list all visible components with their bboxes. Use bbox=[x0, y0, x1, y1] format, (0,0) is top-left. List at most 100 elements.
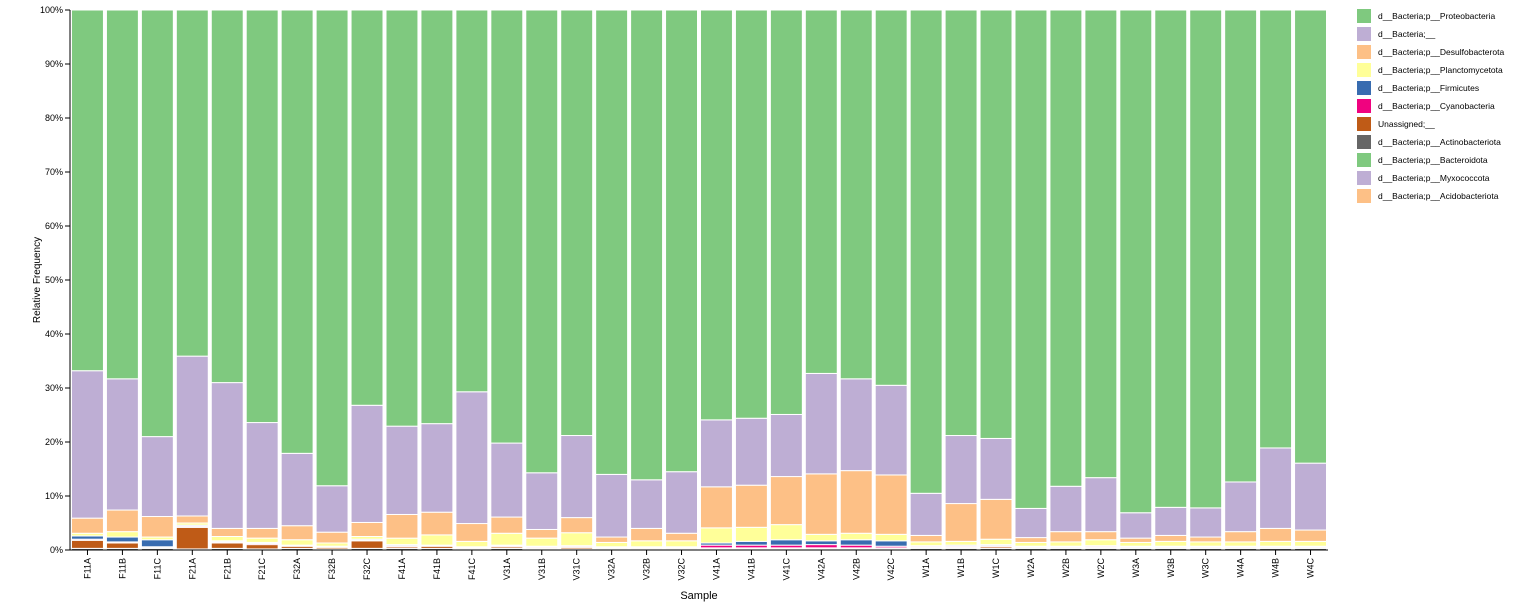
bar-segment bbox=[1294, 540, 1328, 547]
bar-segment bbox=[665, 532, 698, 542]
x-tick-label: W4B bbox=[1271, 558, 1281, 578]
bar-segment bbox=[1259, 9, 1293, 449]
x-tick-label: F41B bbox=[432, 558, 442, 580]
bar-segment bbox=[804, 533, 838, 542]
bar-segment bbox=[700, 527, 733, 544]
legend-item: d__Bacteria;p__Myxococcota bbox=[1357, 169, 1504, 187]
bar-segment bbox=[1014, 537, 1048, 543]
y-tick-label: 60% bbox=[45, 221, 63, 231]
x-tick-label: F21C bbox=[257, 558, 267, 581]
x-tick-label: W2A bbox=[1026, 558, 1036, 578]
bar-segment bbox=[1189, 536, 1223, 543]
x-tick-label: W1B bbox=[956, 558, 966, 578]
bar-segment bbox=[665, 471, 698, 534]
bar-segment bbox=[1224, 9, 1258, 483]
bar-segment bbox=[1189, 541, 1223, 547]
bar-segment bbox=[385, 425, 419, 515]
bar-segment bbox=[245, 9, 279, 424]
bar-segment bbox=[1154, 506, 1188, 536]
y-tick-label: 10% bbox=[45, 491, 63, 501]
y-tick-label: 100% bbox=[40, 5, 63, 15]
legend-swatch bbox=[1357, 27, 1371, 41]
bar-segment bbox=[874, 384, 908, 476]
bar-segment bbox=[804, 473, 838, 535]
x-tick-label: W1A bbox=[921, 558, 931, 578]
bar-segment bbox=[1049, 485, 1083, 533]
bar-segment bbox=[1189, 507, 1223, 538]
bar-segment bbox=[595, 541, 629, 548]
bar-segment bbox=[665, 540, 698, 548]
bar-segment bbox=[839, 470, 873, 534]
bar-segment bbox=[280, 539, 314, 546]
y-axis-label: Relative Frequency bbox=[32, 237, 43, 323]
y-axis: 0% 10% 20% 30% 40% 50% 60% 70% 80% 90% 100% bbox=[40, 5, 71, 555]
x-axis-label: Sample bbox=[680, 590, 717, 602]
x-axis: F11A F11B F11C F21A F21B F21C F32A F32B F32C F41A… bbox=[70, 549, 1328, 581]
bar-segment bbox=[385, 513, 419, 539]
x-tick-label: F11B bbox=[117, 558, 127, 579]
bar-segment bbox=[350, 9, 384, 406]
bar-segment bbox=[1084, 531, 1118, 541]
legend-swatch bbox=[1357, 117, 1371, 131]
legend-item: d__Bacteria;p__Firmicutes bbox=[1357, 79, 1504, 97]
bar-segment bbox=[210, 9, 244, 384]
bar-segment bbox=[525, 528, 559, 539]
legend-swatch bbox=[1357, 81, 1371, 95]
bar-segment bbox=[455, 391, 489, 525]
x-tick-label: W2C bbox=[1096, 558, 1106, 579]
bar-segment bbox=[839, 378, 873, 472]
x-tick-label: F11C bbox=[152, 558, 162, 580]
bar-segment bbox=[105, 531, 139, 538]
bar-segment bbox=[420, 9, 454, 425]
bar-segment bbox=[350, 521, 384, 538]
x-tick-label: V31C bbox=[572, 558, 582, 581]
bar-segment bbox=[734, 540, 768, 546]
bar-segment bbox=[1119, 541, 1153, 547]
x-tick-label: V31A bbox=[502, 558, 512, 580]
bar-segment bbox=[595, 9, 629, 475]
bar-segment bbox=[769, 539, 803, 546]
bar-segment bbox=[560, 517, 594, 534]
legend-item: d__Bacteria;p__Proteobacteria bbox=[1357, 7, 1504, 25]
legend-item: d__Bacteria;p__Desulfobacterota bbox=[1357, 43, 1504, 61]
bar-segment bbox=[944, 435, 978, 505]
bar-segment bbox=[1084, 539, 1118, 547]
x-tick-label: F41C bbox=[467, 558, 477, 581]
x-tick-label: V32B bbox=[642, 558, 652, 580]
legend-swatch bbox=[1357, 189, 1371, 203]
bar-segment bbox=[1049, 531, 1083, 543]
bar-segment bbox=[769, 413, 803, 478]
bar-segment bbox=[315, 9, 349, 487]
x-tick-label: F41A bbox=[397, 558, 407, 580]
legend-item: d__Bacteria;p__Actinobacteriota bbox=[1357, 133, 1504, 151]
bar-segment bbox=[1014, 9, 1048, 509]
bar-segment bbox=[245, 537, 279, 543]
bar-segment bbox=[734, 484, 768, 528]
bar-segment bbox=[734, 417, 768, 486]
bar-segment bbox=[490, 516, 524, 534]
y-tick-label: 0% bbox=[50, 545, 63, 555]
bar-segment bbox=[525, 472, 559, 530]
x-tick-label: W1C bbox=[991, 558, 1001, 579]
bar-segment bbox=[979, 437, 1013, 500]
bar-segment bbox=[210, 536, 244, 542]
x-tick-label: W4C bbox=[1306, 558, 1316, 579]
x-tick-label: W3C bbox=[1201, 558, 1211, 579]
x-tick-label: V42C bbox=[886, 558, 896, 581]
bar-segment bbox=[909, 534, 943, 543]
legend-item: d__Bacteria;p__Acidobacteriota bbox=[1357, 187, 1504, 205]
legend-label: d__Bacteria;p__Actinobacteriota bbox=[1378, 137, 1501, 147]
x-tick-label: V31B bbox=[537, 558, 547, 580]
bar-segment bbox=[350, 540, 384, 549]
legend-swatch bbox=[1357, 45, 1371, 59]
x-tick-label: F21B bbox=[222, 558, 232, 580]
bar-segment bbox=[420, 423, 454, 513]
bar-segment bbox=[245, 544, 279, 550]
legend-label: d__Bacteria;p__Acidobacteriota bbox=[1378, 191, 1499, 201]
bar-segment bbox=[1119, 512, 1153, 539]
bar-segment bbox=[979, 538, 1013, 546]
y-tick-label: 90% bbox=[45, 59, 63, 69]
bar-segment bbox=[804, 540, 838, 546]
bar-segment bbox=[630, 479, 664, 529]
bar-segment bbox=[385, 9, 419, 427]
